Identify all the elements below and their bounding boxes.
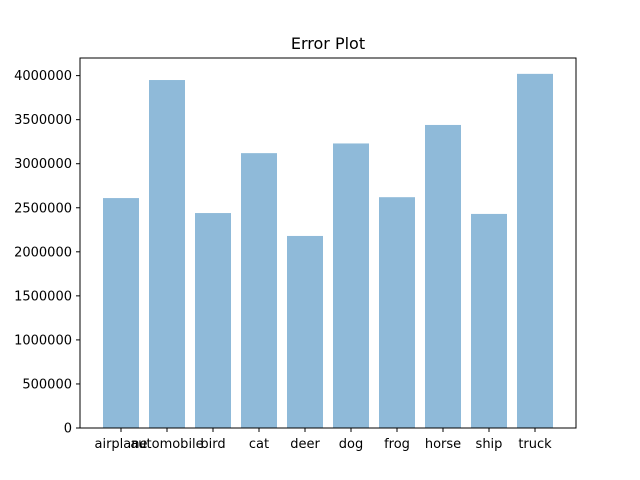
bar-dog	[333, 143, 369, 428]
y-tick-label: 3500000	[14, 113, 72, 128]
x-tick-label: bird	[200, 437, 225, 452]
y-tick-label: 1000000	[14, 333, 72, 348]
y-tick-label: 1500000	[14, 289, 72, 304]
bar-horse	[425, 124, 461, 428]
chart-title: Error Plot	[291, 34, 365, 53]
x-tick-label: frog	[384, 437, 410, 452]
x-tick-label: ship	[476, 437, 503, 452]
bar-ship	[471, 213, 507, 428]
y-tick-label: 3000000	[14, 157, 72, 172]
bars-group	[103, 73, 553, 429]
x-tick-label: airplane	[95, 437, 148, 452]
x-tick-label: automobile	[130, 437, 203, 452]
bar-bird	[195, 213, 231, 428]
bar-truck	[517, 73, 553, 428]
x-tick-label: deer	[290, 437, 320, 452]
bar-deer	[287, 235, 323, 428]
y-axis: 0 500000 1000000 1500000 2000000 2500000 30000…	[14, 69, 80, 437]
y-tick-label: 2000000	[14, 245, 72, 260]
x-tick-label: horse	[425, 437, 461, 452]
bar-airplane	[103, 198, 139, 428]
bar-cat	[241, 153, 277, 428]
bar-automobile	[149, 80, 185, 429]
bar-frog	[379, 197, 415, 428]
x-tick-label: cat	[249, 437, 269, 452]
y-tick-label: 2500000	[14, 201, 72, 216]
plot-frame	[79, 57, 577, 429]
x-tick-label: truck	[518, 437, 552, 452]
y-tick-label: 0	[64, 422, 72, 437]
y-tick-label: 4000000	[14, 69, 72, 84]
y-tick-label: 500000	[22, 377, 72, 392]
x-tick-label: dog	[339, 437, 363, 452]
